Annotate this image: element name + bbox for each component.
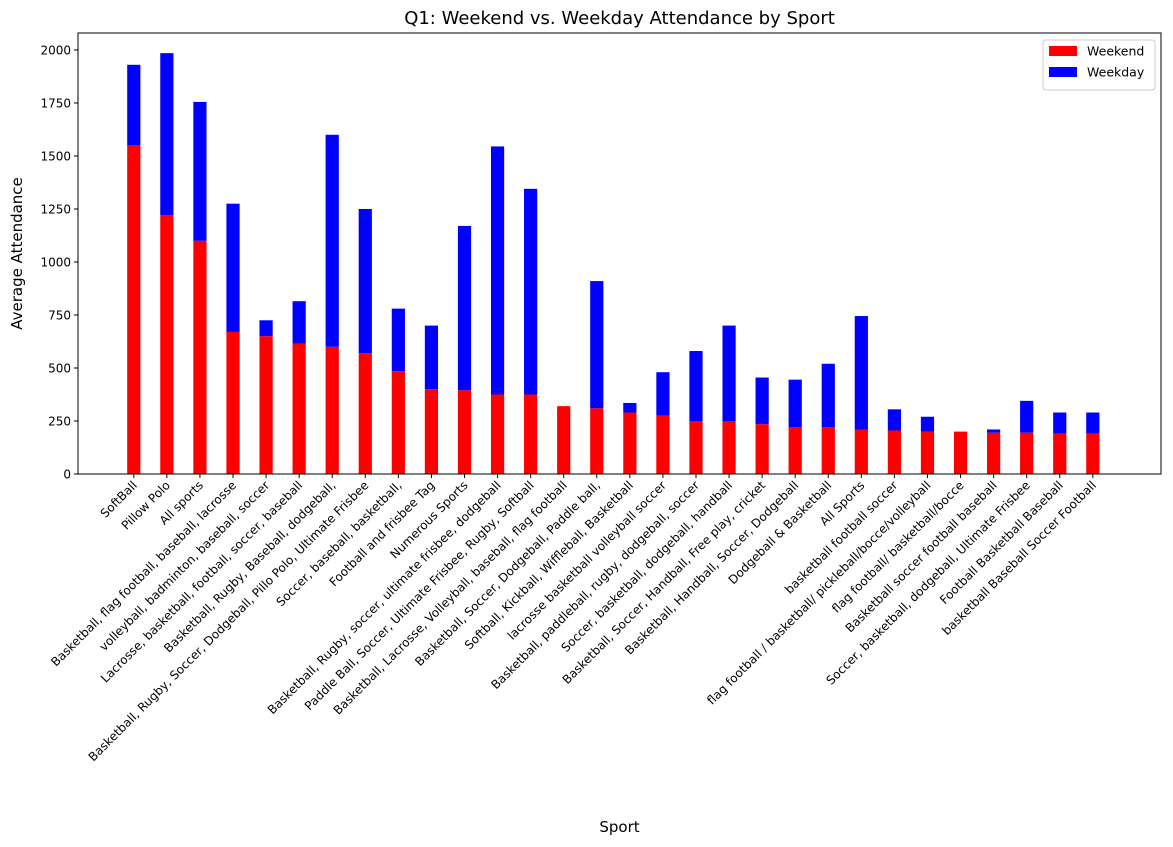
bar-weekday (821, 363, 835, 428)
bar-weekday (788, 379, 802, 428)
legend-swatch (1049, 67, 1077, 77)
bar-weekday (490, 146, 505, 395)
y-tick-label: 1250 (40, 202, 71, 216)
y-axis: 0 250 500 750 1000 1250 1500 1750 2000 (40, 43, 78, 482)
bar-weekday (623, 402, 637, 413)
bar-weekday (1086, 412, 1100, 434)
plot-frame (77, 32, 1162, 475)
bar-weekend (557, 406, 571, 474)
bar-weekday (259, 320, 273, 337)
bar-weekend (259, 336, 273, 474)
bar-weekend (1020, 432, 1034, 474)
bar-weekday (127, 64, 141, 146)
bar-weekday (920, 416, 935, 432)
y-tick-label: 750 (48, 308, 71, 322)
bar-weekend (1086, 433, 1100, 474)
y-tick-label: 250 (48, 414, 71, 428)
bar-weekend (358, 353, 372, 474)
bar-weekend (953, 431, 968, 474)
bar-weekend (490, 394, 505, 474)
y-tick-label: 1500 (40, 149, 71, 163)
bar-weekend (160, 215, 174, 474)
bar-weekend (193, 240, 207, 474)
bar-weekend (722, 420, 736, 474)
bar-weekday (854, 316, 868, 430)
bar-weekend (590, 408, 604, 474)
bar-weekend (325, 346, 339, 474)
bar-weekend (987, 432, 1001, 474)
y-tick-label: 0 (63, 468, 71, 482)
y-tick-label: 1000 (40, 255, 71, 269)
bar-weekend (292, 343, 306, 474)
bar-weekday (755, 377, 769, 425)
bar-weekend (821, 427, 835, 474)
bar-weekday (987, 429, 1001, 433)
bar-weekday (391, 308, 405, 372)
bar-weekend (127, 145, 141, 475)
bar-weekend (656, 415, 670, 474)
bar-weekend (1053, 433, 1067, 474)
bar-weekday (524, 188, 538, 395)
legend-label: Weekend (1087, 44, 1144, 59)
y-tick-label: 1750 (40, 96, 71, 110)
bar-weekday (424, 325, 439, 390)
legend-swatch (1049, 46, 1077, 56)
bar-weekday (590, 281, 604, 409)
y-axis-label: Average Attendance (8, 177, 26, 330)
bar-weekday (656, 372, 670, 416)
bar-weekday (193, 101, 207, 241)
bar-weekend (920, 431, 935, 474)
bar-weekend (854, 429, 868, 474)
bar-weekend (391, 371, 405, 474)
x-axis-label: Sport (599, 818, 639, 836)
bar-weekday (887, 409, 902, 431)
bar-weekend (424, 389, 439, 474)
bars-group (127, 53, 1100, 475)
bar-weekday (160, 53, 174, 216)
bar-weekend (755, 424, 769, 474)
bar-weekday (1053, 412, 1067, 434)
bar-weekend (788, 427, 802, 474)
bar-weekday (1020, 400, 1034, 433)
bar-weekday (325, 134, 339, 347)
bar-weekend (887, 430, 902, 474)
bar-weekday (292, 301, 306, 344)
bar-weekend (524, 394, 538, 474)
bar-weekday (226, 203, 240, 332)
legend-label: Weekday (1087, 65, 1145, 80)
chart-title: Q1: Weekend vs. Weekday Attendance by Sp… (404, 8, 835, 29)
bar-weekend (457, 390, 472, 474)
x-tick-label: basketball Baseball Soccer Football (939, 478, 1099, 638)
bar-weekend (689, 420, 703, 474)
bar-weekend (623, 412, 637, 474)
bar-weekday (358, 208, 372, 354)
bar-weekday (457, 225, 472, 391)
bar-weekend (226, 331, 240, 474)
legend: Weekend Weekday (1042, 39, 1156, 91)
bar-weekday (722, 325, 736, 421)
y-tick-label: 500 (48, 361, 71, 375)
y-tick-label: 2000 (40, 43, 71, 57)
bar-weekday (689, 351, 703, 421)
